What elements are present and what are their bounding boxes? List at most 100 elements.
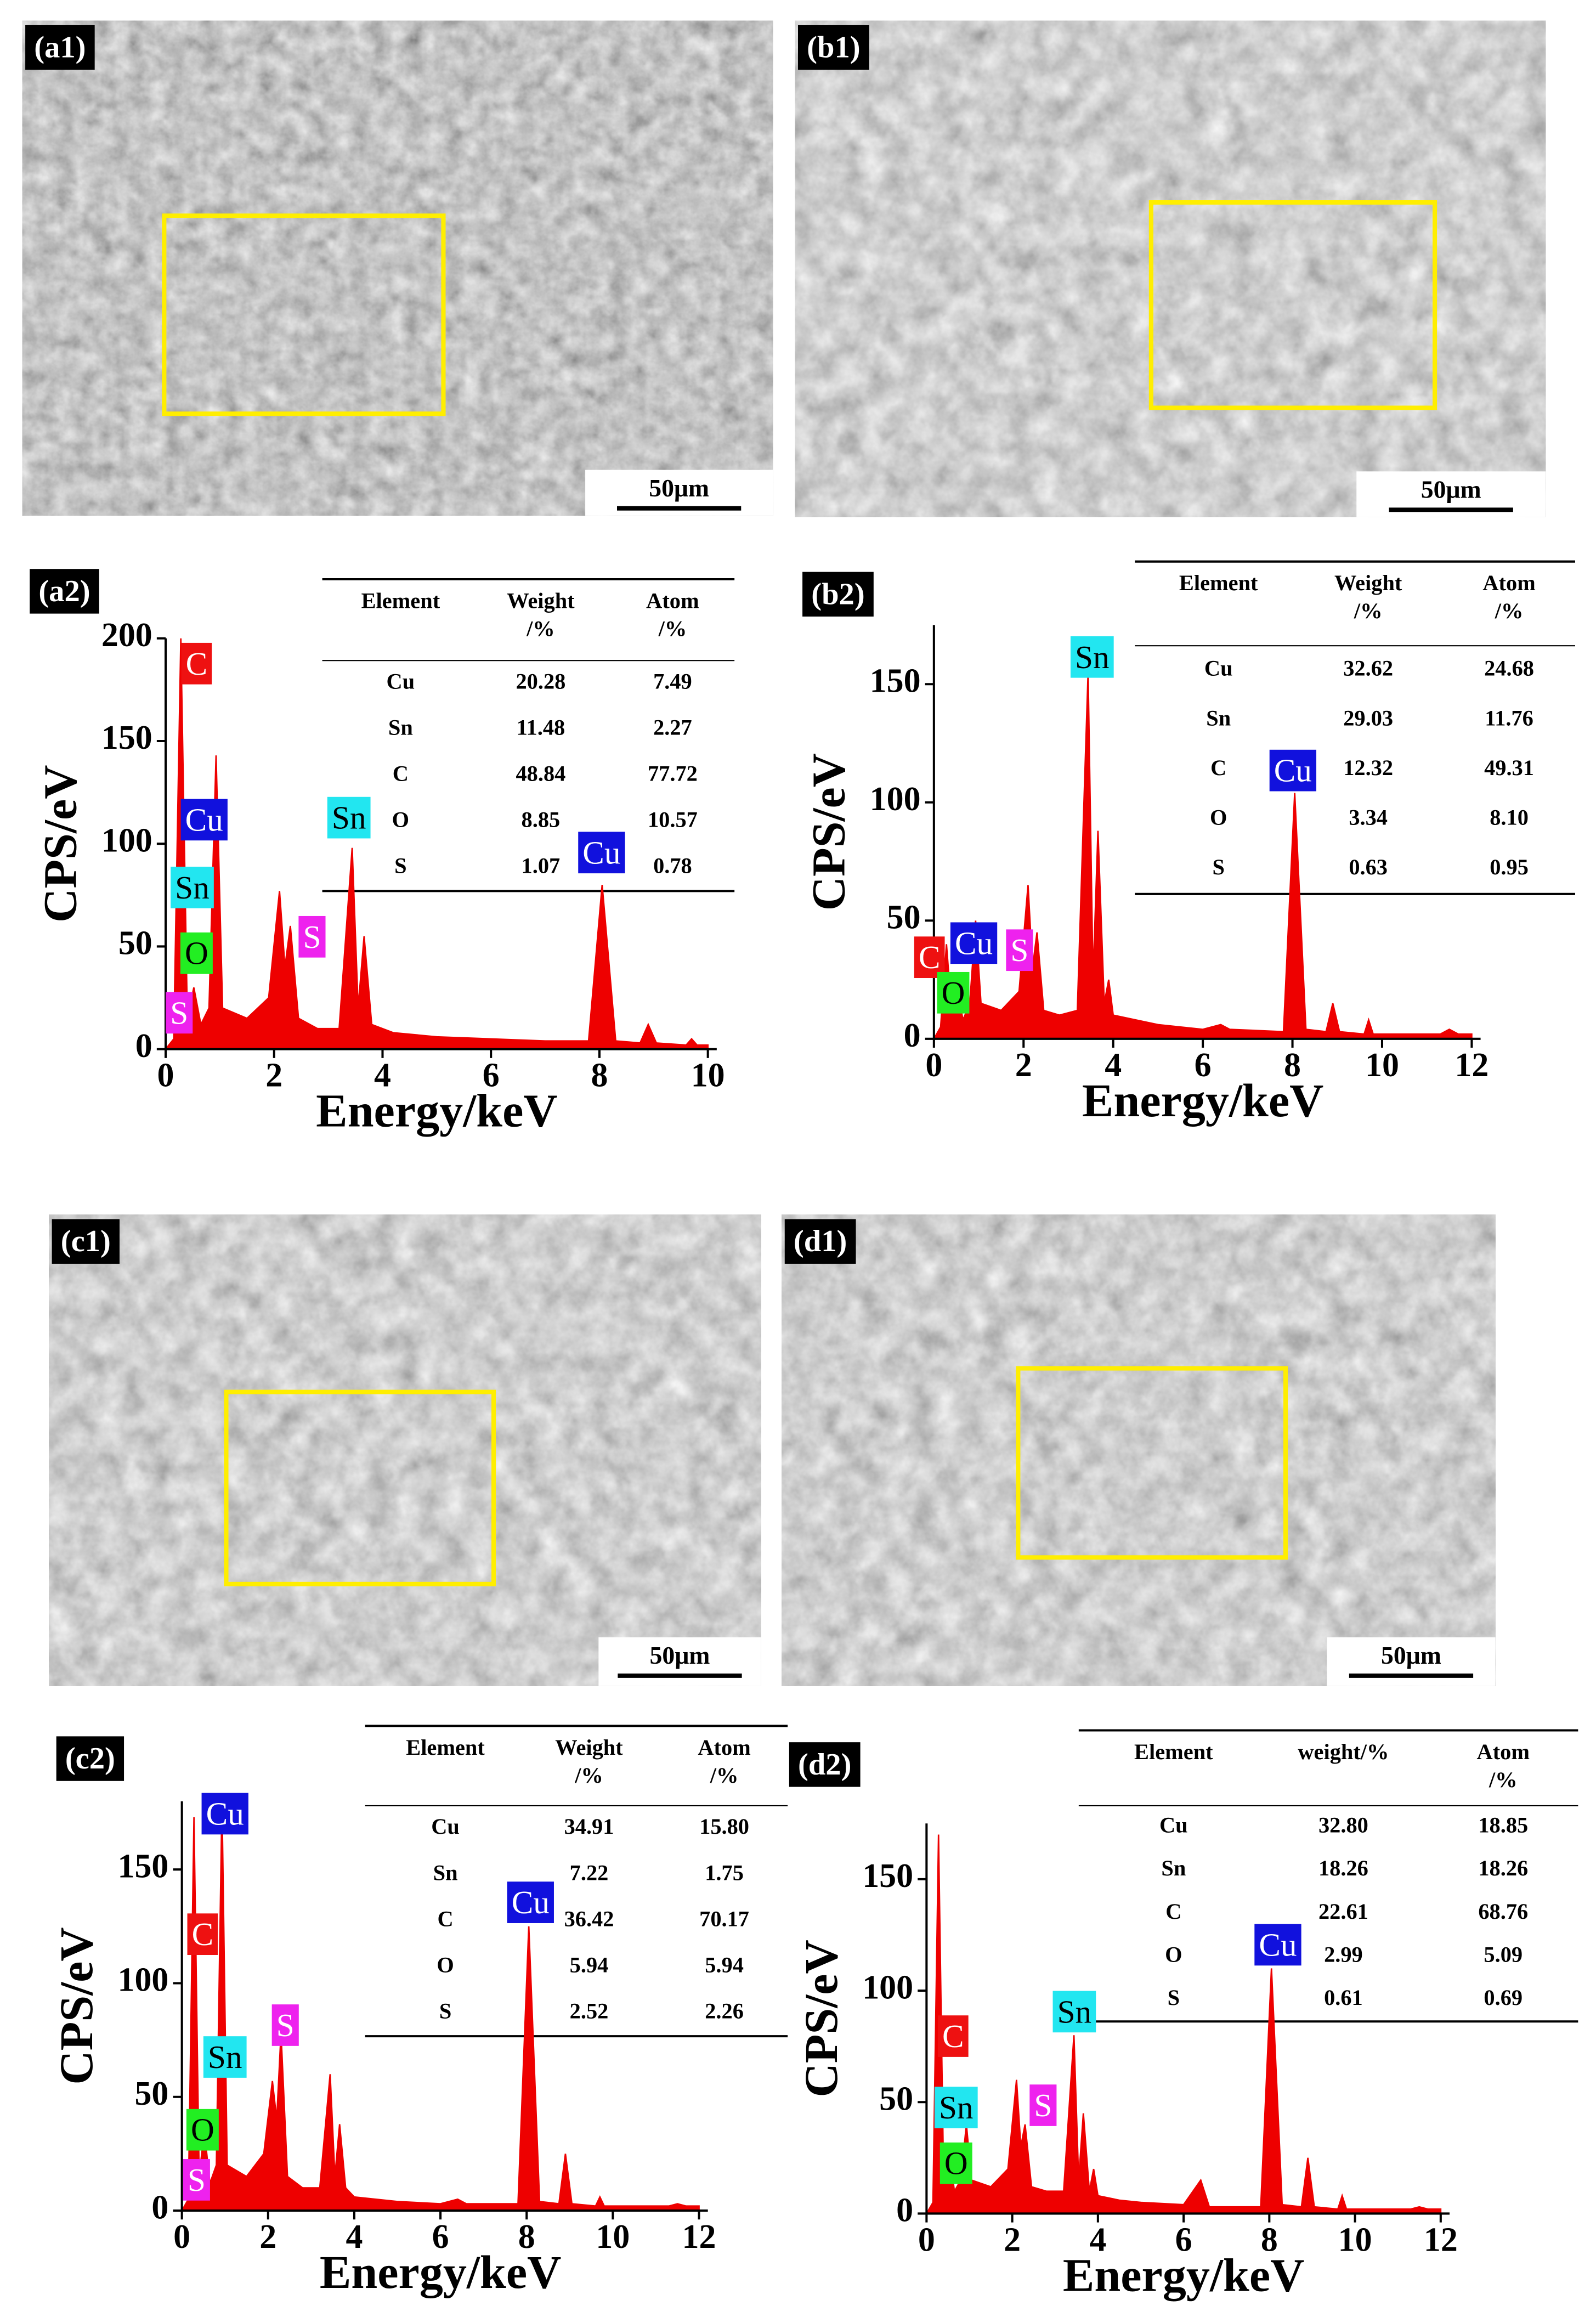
peak-label: Cu (185, 801, 223, 838)
peak-label: O (942, 975, 965, 1011)
table-cell: C (1210, 755, 1226, 780)
peak-label-bg (171, 867, 214, 908)
peak-label: S (188, 2162, 206, 2198)
x-tick-label: 10 (1365, 1047, 1399, 1084)
peak-label-bg (1029, 2084, 1057, 2126)
table-header: Weight (507, 588, 575, 613)
table-cell: 11.48 (517, 715, 565, 740)
table-cell: Cu (1204, 656, 1233, 681)
table-cell: 0.95 (1490, 855, 1529, 879)
peak-label: Cu (582, 834, 620, 871)
x-tick-label: 10 (1338, 2222, 1372, 2259)
table-cell: Cu (431, 1814, 460, 1839)
panel-label: (b2) (811, 577, 864, 611)
table-cell: 68.76 (1478, 1899, 1528, 1924)
peak-label: Sn (208, 2039, 242, 2075)
table-cell: 2.27 (653, 715, 692, 740)
table-cell: 18.26 (1478, 1856, 1528, 1880)
peak-label-bg (181, 642, 212, 685)
table-header: /% (574, 1763, 603, 1788)
table-cell: 11.76 (1485, 705, 1533, 730)
peak-label-bg (298, 916, 326, 958)
x-axis-label: Energy/keV (1063, 2248, 1305, 2301)
peak-label: Cu (1274, 753, 1312, 789)
table-cell: 1.07 (522, 854, 561, 878)
y-axis-label: CPS/eV (802, 753, 854, 911)
y-axis-label: CPS/eV (34, 765, 87, 923)
table-cell: 12.32 (1343, 755, 1393, 780)
sem-image (22, 20, 773, 516)
peak-label-bg (940, 2142, 972, 2184)
y-tick-label: 50 (887, 899, 921, 936)
x-tick-label: 6 (432, 2218, 449, 2256)
peak-label: Sn (175, 869, 210, 906)
table-cell: Cu (1159, 1813, 1188, 1838)
table-cell: 7.49 (653, 669, 692, 693)
table-cell: O (392, 807, 409, 832)
panel-label-bg (784, 1219, 856, 1264)
peak-label-bg (950, 922, 998, 964)
y-tick-label: 100 (862, 1969, 913, 2006)
y-axis-label: CPS/eV (795, 1940, 847, 2097)
x-axis-label: Energy/keV (320, 2246, 561, 2298)
x-tick-label: 0 (173, 2218, 190, 2256)
peak-label: Sn (1075, 639, 1110, 675)
table-cell: 3.34 (1349, 805, 1388, 829)
peak-label: C (942, 2018, 964, 2054)
y-tick-label: 100 (870, 781, 921, 818)
y-tick-label: 150 (118, 1847, 169, 1885)
x-axis-label: Energy/keV (316, 1084, 558, 1137)
x-tick-label: 2 (1004, 2222, 1021, 2259)
table-header: Weight (555, 1735, 623, 1760)
panel-label: (b1) (807, 31, 860, 65)
sem-image (49, 1214, 761, 1686)
analysis-area (224, 1389, 496, 1586)
table-cell: 49.31 (1484, 755, 1534, 780)
peak-label-bg (507, 1881, 554, 1923)
y-tick-label: 0 (896, 2192, 913, 2229)
table-header: Atom (646, 588, 699, 613)
panel-label-bg (802, 572, 874, 617)
table-cell: Sn (1206, 705, 1231, 730)
table-cell: 5.94 (570, 1952, 609, 1977)
table-cell: 1.75 (705, 1860, 744, 1885)
x-tick-label: 4 (374, 1057, 391, 1094)
peak-label-bg (1269, 749, 1317, 792)
y-axis-label: CPS/eV (50, 1927, 103, 2084)
peak-label: S (1034, 2087, 1052, 2123)
x-tick-label: 8 (518, 2218, 535, 2256)
table-cell: Sn (1161, 1856, 1186, 1880)
peak-label: S (1010, 932, 1028, 968)
peak-label-bg (183, 2159, 210, 2201)
peak-label-bg (180, 932, 213, 974)
table-cell: 32.62 (1343, 656, 1393, 681)
y-tick-label: 50 (134, 2075, 168, 2112)
y-tick-label: 200 (101, 617, 152, 654)
peak-label-bg (186, 2109, 219, 2151)
table-header: /% (658, 617, 687, 641)
y-tick-label: 150 (870, 662, 921, 699)
x-tick-label: 0 (157, 1057, 174, 1094)
x-tick-label: 12 (682, 2218, 716, 2256)
y-tick-label: 0 (151, 2189, 168, 2226)
table-cell: 0.78 (653, 854, 692, 878)
x-tick-label: 2 (265, 1057, 282, 1094)
x-tick-label: 6 (1195, 1047, 1212, 1084)
table-cell: C (393, 761, 409, 786)
peak-label: Sn (332, 800, 366, 836)
peak-label: C (192, 1916, 214, 1952)
table-cell: C (1165, 1899, 1181, 1924)
peak-label: O (185, 935, 208, 971)
table-header: Atom (1477, 1739, 1530, 1764)
panel-label-bg (798, 25, 869, 70)
panel-label-bg (789, 1742, 861, 1787)
table-header: weight/% (1298, 1739, 1389, 1764)
table-cell: O (1210, 805, 1227, 829)
table-cell: 34.91 (564, 1814, 614, 1839)
table-cell: O (437, 1952, 454, 1977)
table-cell: 5.94 (705, 1952, 744, 1977)
x-tick-label: 0 (925, 1047, 942, 1084)
table-cell: 2.26 (705, 1998, 744, 2023)
x-tick-label: 6 (483, 1057, 500, 1094)
